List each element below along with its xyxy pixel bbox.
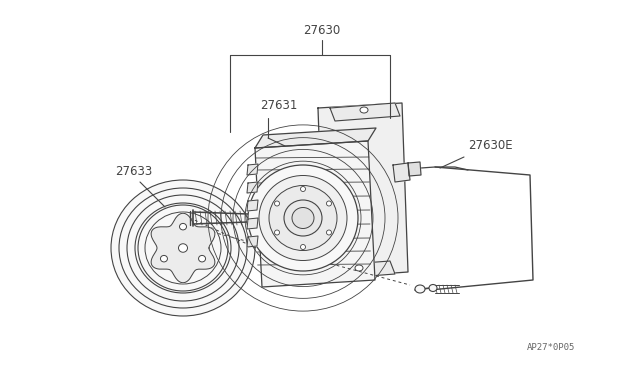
Polygon shape (247, 236, 258, 247)
Polygon shape (330, 103, 400, 121)
Text: AP27*0P05: AP27*0P05 (527, 343, 575, 352)
Ellipse shape (301, 244, 305, 250)
Polygon shape (255, 141, 375, 287)
Polygon shape (151, 213, 215, 283)
Ellipse shape (269, 186, 337, 250)
Ellipse shape (275, 201, 280, 206)
Ellipse shape (198, 256, 205, 262)
Ellipse shape (326, 201, 332, 206)
Polygon shape (247, 164, 258, 175)
Polygon shape (255, 128, 376, 148)
Polygon shape (393, 163, 410, 182)
Ellipse shape (429, 285, 437, 292)
Polygon shape (324, 261, 395, 279)
Polygon shape (247, 200, 258, 211)
Text: 27633: 27633 (115, 165, 152, 178)
Ellipse shape (360, 107, 368, 113)
Text: 27630E: 27630E (468, 139, 513, 152)
Ellipse shape (415, 285, 425, 293)
Ellipse shape (138, 205, 228, 291)
Polygon shape (247, 218, 258, 229)
Text: 27630: 27630 (303, 24, 340, 37)
Ellipse shape (355, 265, 363, 271)
Polygon shape (247, 182, 258, 193)
Ellipse shape (111, 180, 255, 316)
Ellipse shape (179, 224, 186, 230)
Ellipse shape (161, 256, 168, 262)
Ellipse shape (284, 200, 322, 236)
Text: 27631: 27631 (260, 99, 298, 112)
Ellipse shape (292, 208, 314, 228)
Ellipse shape (275, 230, 280, 235)
Ellipse shape (326, 230, 332, 235)
Ellipse shape (301, 186, 305, 192)
Polygon shape (318, 103, 408, 278)
Ellipse shape (179, 244, 188, 252)
Ellipse shape (248, 165, 358, 271)
Ellipse shape (259, 176, 347, 260)
Polygon shape (408, 162, 421, 176)
